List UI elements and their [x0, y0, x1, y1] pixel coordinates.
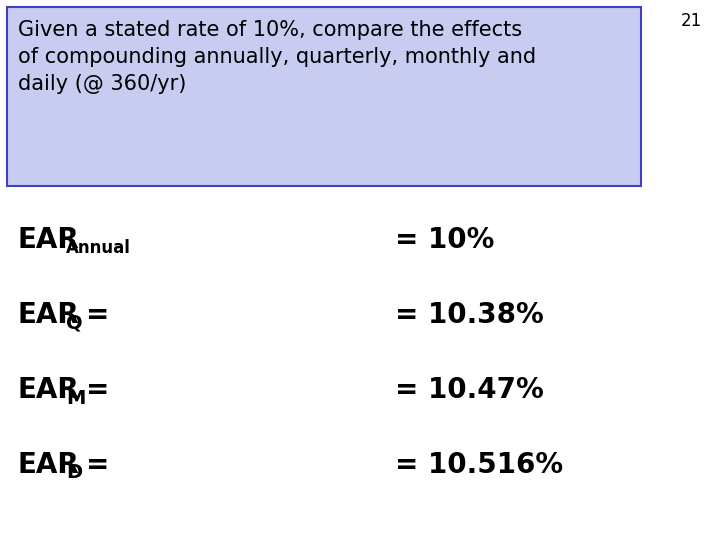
- Text: Given a stated rate of 10%, compare the effects
of compounding annually, quarter: Given a stated rate of 10%, compare the …: [18, 20, 536, 94]
- Text: =: =: [86, 301, 109, 329]
- Text: EAR: EAR: [18, 301, 80, 329]
- Text: = 10.516%: = 10.516%: [395, 451, 563, 479]
- Text: EAR: EAR: [18, 376, 80, 404]
- Text: Q: Q: [66, 314, 83, 333]
- Text: = 10.38%: = 10.38%: [395, 301, 544, 329]
- Text: EAR: EAR: [18, 451, 80, 479]
- FancyBboxPatch shape: [6, 7, 642, 186]
- Text: = 10%: = 10%: [395, 226, 495, 254]
- Text: 21: 21: [680, 12, 702, 30]
- Text: Annual: Annual: [66, 239, 131, 257]
- Text: = 10.47%: = 10.47%: [395, 376, 544, 404]
- Text: =: =: [86, 376, 109, 404]
- Text: D: D: [66, 463, 82, 483]
- Text: EAR: EAR: [18, 226, 80, 254]
- Text: M: M: [66, 388, 86, 408]
- Text: =: =: [86, 451, 109, 479]
